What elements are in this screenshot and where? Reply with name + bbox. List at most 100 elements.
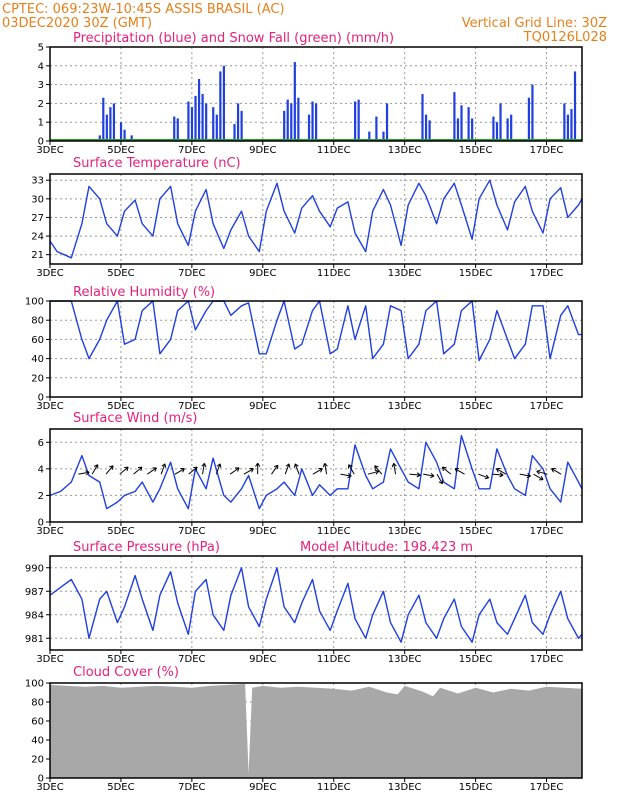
x-tick-label: 9DEC xyxy=(249,268,276,279)
precip-bar xyxy=(215,114,218,141)
header-date: 03DEC2020 30Z (GMT) xyxy=(2,16,152,31)
y-tick-label: 981 xyxy=(25,634,44,645)
precip-bar xyxy=(176,118,179,141)
y-tick-label: 80 xyxy=(31,316,44,327)
y-tick-label: 24 xyxy=(31,232,44,243)
precip-bar xyxy=(290,103,293,141)
wind-vector-head xyxy=(152,467,157,472)
precip-bar xyxy=(212,107,215,141)
precip-bar xyxy=(286,99,289,141)
x-tick-label: 7DEC xyxy=(178,401,205,412)
header-model-code: TQ0126L028 xyxy=(523,30,607,45)
precip-bar xyxy=(236,103,240,141)
x-tick-label: 3DEC xyxy=(36,401,63,412)
wind-vector xyxy=(215,463,221,475)
x-tick-label: 15DEC xyxy=(459,782,493,793)
y-tick-label: 3 xyxy=(38,80,44,91)
wind-vector xyxy=(519,473,531,477)
x-tick-label: 9DEC xyxy=(249,401,276,412)
x-tick-label: 5DEC xyxy=(107,782,134,793)
precip-bar xyxy=(311,101,314,141)
x-tick-label: 13DEC xyxy=(388,654,422,665)
wind-vector xyxy=(312,468,323,475)
precip-bar xyxy=(190,107,194,141)
precip-bar xyxy=(506,118,509,141)
precip-bar xyxy=(495,122,499,141)
precip-bar xyxy=(240,110,243,141)
panel-frame xyxy=(49,555,583,651)
y-tick-label: 2 xyxy=(38,99,44,110)
wind-vector-head xyxy=(249,468,254,473)
panel-frame xyxy=(49,682,583,779)
x-tick-label: 5DEC xyxy=(107,526,134,537)
y-tick-label: 20 xyxy=(31,755,44,766)
wind-vector-head xyxy=(193,466,198,472)
precip-bar xyxy=(570,109,573,141)
x-tick-label: 11DEC xyxy=(317,782,351,793)
wind-vector-head xyxy=(285,463,291,468)
x-tick-label: 13DEC xyxy=(388,145,422,156)
precip-bar xyxy=(460,105,463,141)
y-tick-label: 0 xyxy=(38,518,44,529)
y-tick-label: 6 xyxy=(38,438,44,449)
x-tick-label: 15DEC xyxy=(459,654,493,665)
precip-bar xyxy=(382,131,385,141)
x-tick-label: 9DEC xyxy=(249,654,276,665)
series-line xyxy=(49,434,583,510)
precip-bar xyxy=(510,114,513,141)
x-tick-label: 17DEC xyxy=(530,145,564,156)
x-tick-label: 5DEC xyxy=(107,401,134,412)
y-tick-label: 27 xyxy=(31,213,44,224)
precip-bar xyxy=(563,103,566,141)
x-tick-label: 17DEC xyxy=(530,526,564,537)
precip-bar xyxy=(424,114,428,141)
wind-vector xyxy=(271,464,279,475)
x-tick-label: 11DEC xyxy=(317,145,351,156)
wind-vector xyxy=(78,471,90,475)
precip-bar xyxy=(102,97,105,141)
panel-frame xyxy=(49,300,583,398)
wind-vector xyxy=(478,473,489,479)
panel-2: 21 24 27 30 33 Surface Temperature (nC) 3DEC 5D… xyxy=(31,156,583,279)
precip-bar xyxy=(222,65,225,141)
panel-1: 0 1 2 3 4 5 Precipitation (blue) and Snow Fall… xyxy=(36,31,583,156)
wind-vector-head xyxy=(85,470,90,476)
x-tick-label: 9DEC xyxy=(249,526,276,537)
x-tick-label: 17DEC xyxy=(530,268,564,279)
x-tick-label: 15DEC xyxy=(459,268,493,279)
wind-vector-head xyxy=(441,466,447,472)
precip-bar xyxy=(173,116,176,141)
x-tick-label: 5DEC xyxy=(107,268,134,279)
series-line xyxy=(49,179,583,259)
y-tick-label: 30 xyxy=(31,194,44,205)
wind-vector-head xyxy=(374,469,380,475)
wind-vector-head xyxy=(161,463,167,468)
panel-title: Precipitation (blue) and Snow Fall (gree… xyxy=(73,31,394,46)
x-tick-label: 3DEC xyxy=(36,654,63,665)
wind-vector xyxy=(119,466,129,475)
panel-frame xyxy=(49,173,583,265)
x-tick-label: 3DEC xyxy=(36,145,63,156)
wind-vector-head xyxy=(235,467,240,472)
wind-vector xyxy=(324,463,328,475)
x-tick-label: 7DEC xyxy=(178,782,205,793)
wind-vector xyxy=(160,463,166,475)
wind-vector-head xyxy=(180,468,185,473)
precip-bar xyxy=(112,103,116,141)
wind-vector xyxy=(340,473,352,477)
precip-bar xyxy=(98,135,101,141)
wind-vector-head xyxy=(255,462,261,467)
wind-vector-head xyxy=(430,473,435,479)
precip-bar xyxy=(357,99,360,141)
panel-frame xyxy=(49,428,583,523)
y-tick-label: 33 xyxy=(31,176,44,187)
y-tick-label: 984 xyxy=(25,610,44,621)
precip-bar xyxy=(368,131,371,141)
wind-vector-head xyxy=(526,473,531,479)
wind-vector xyxy=(454,468,465,475)
x-tick-label: 15DEC xyxy=(459,401,493,412)
panel-title: Surface Temperature (nC) xyxy=(73,156,241,171)
precip-bar xyxy=(307,114,311,141)
x-tick-label: 5DEC xyxy=(107,654,134,665)
x-tick-label: 9DEC xyxy=(249,145,276,156)
